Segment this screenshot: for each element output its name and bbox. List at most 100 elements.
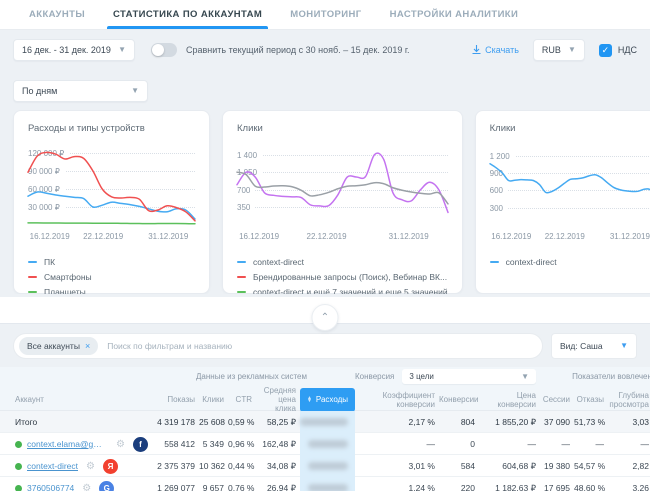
vat-checkbox-group[interactable]: ✓ НДС	[599, 44, 637, 57]
search-input[interactable]: Все аккаунты × Поиск по фильтрам и назва…	[13, 333, 543, 359]
col-header-avg-cpc[interactable]: Средняя цена клика	[256, 386, 300, 414]
table-row: context-direct ⚙ Я 2 375 379 10 362 0,44…	[0, 454, 650, 476]
cell-sessions: 17 695	[540, 483, 574, 491]
x-tick: 31.12.2019	[148, 232, 188, 241]
legend-label: Смартфоны	[44, 272, 92, 282]
download-label: Скачать	[485, 45, 519, 55]
legend-label: context-direct	[253, 257, 304, 267]
legend-marker	[490, 261, 499, 263]
account-link[interactable]: context-direct	[27, 461, 78, 471]
tab-analytics-settings[interactable]: НАСТРОЙКИ АНАЛИТИКИ	[376, 0, 533, 29]
tab-monitoring[interactable]: МОНИТОРИНГ	[276, 0, 375, 29]
cell-clicks: 10 362	[199, 461, 228, 471]
cell-cpc: 26,94 ₽	[256, 483, 300, 491]
x-tick: 22.12.2019	[307, 232, 347, 241]
col-header-clicks[interactable]: Клики	[199, 395, 228, 404]
compare-period-label: Сравнить текущий период с 30 нояб. – 15 …	[186, 45, 410, 55]
compare-period-toggle[interactable]	[151, 43, 177, 57]
legend-marker	[28, 261, 37, 263]
table-row: context.elama@gmail.com ⚙ f 558 412 5 34…	[0, 432, 650, 454]
sort-icon: ▲▼	[307, 397, 312, 403]
gear-icon[interactable]: ⚙	[116, 439, 125, 450]
chart-title: Клики	[237, 123, 448, 134]
legend-item[interactable]: context-direct и ещё 7 значений и еще 5 …	[237, 284, 448, 294]
gear-icon[interactable]: ⚙	[86, 461, 95, 472]
cell-impressions: 2 375 379	[148, 461, 199, 471]
status-dot	[15, 463, 22, 470]
goal-select-value: 3 цели	[409, 372, 433, 381]
collapse-charts-button[interactable]: ⌃	[312, 304, 339, 331]
col-header-sessions[interactable]: Сессии	[540, 395, 574, 404]
remove-filter-icon[interactable]: ×	[85, 341, 90, 351]
totals-conversions: 804	[439, 417, 479, 427]
col-header-account[interactable]: Аккаунт	[15, 395, 148, 404]
cell-impressions: 558 412	[148, 439, 199, 449]
col-header-conversions[interactable]: Конверсии	[439, 395, 479, 404]
platform-icon-yandex: Я	[103, 459, 118, 474]
chart-title: Клики	[490, 123, 650, 134]
col-header-impressions[interactable]: Показы	[148, 395, 199, 404]
tab-statistics-by-accounts[interactable]: СТАТИСТИКА ПО АККАУНТАМ	[99, 0, 276, 29]
goal-select[interactable]: 3 цели ▼	[402, 369, 536, 384]
x-tick: 31.12.2019	[610, 232, 650, 241]
chart-title: Расходы и типы устройств	[28, 123, 195, 134]
col-header-ctr[interactable]: CTR	[228, 395, 256, 404]
totals-clicks: 25 608	[199, 417, 228, 427]
col-header-expenses-sorted[interactable]: ▲▼ Расходы	[300, 388, 355, 412]
legend-item[interactable]: Планшеты	[28, 284, 195, 294]
cell-sessions: 19 380	[540, 461, 574, 471]
legend-item[interactable]: context-direct	[490, 254, 650, 269]
cell-conv-cost: 604,68 ₽	[479, 461, 540, 472]
group-by-select[interactable]: По дням ▼	[13, 80, 148, 102]
legend-item[interactable]: ПК	[28, 254, 195, 269]
x-tick: 22.12.2019	[545, 232, 585, 241]
download-icon	[472, 45, 481, 55]
col-header-depth[interactable]: Глубина просмотра	[608, 391, 650, 409]
view-select[interactable]: Вид: Саша ▼	[551, 333, 637, 359]
col-header-conv-cost[interactable]: Цена конверсии	[479, 391, 540, 409]
totals-impressions: 4 319 178	[148, 417, 199, 427]
tab-accounts[interactable]: АККАУНТЫ	[15, 0, 99, 29]
legend-item[interactable]: context-direct	[237, 254, 448, 269]
vat-label: НДС	[618, 45, 637, 55]
cell-cpc: 34,08 ₽	[256, 461, 300, 472]
filter-chip-all-accounts[interactable]: Все аккаунты ×	[19, 337, 98, 355]
date-range-select[interactable]: 16 дек. - 31 дек. 2019 ▼	[13, 39, 135, 61]
totals-cpc: 58,25 ₽	[256, 417, 300, 428]
account-link[interactable]: 3760506774	[27, 483, 74, 491]
col-header-conv-rate[interactable]: Коэффициент конверсии	[355, 391, 439, 409]
legend-item[interactable]: Смартфоны	[28, 269, 195, 284]
cell-ctr: 0,44 %	[228, 461, 256, 471]
cell-conv-rate: —	[355, 439, 439, 449]
toggle-knob	[152, 44, 164, 56]
cell-conversions: 0	[439, 439, 479, 449]
download-button[interactable]: Скачать	[472, 45, 519, 55]
legend-marker	[237, 291, 246, 293]
currency-select[interactable]: RUB ▼	[533, 39, 585, 61]
filter-chip-label: Все аккаунты	[27, 341, 80, 351]
group-conversion: Конверсия	[355, 372, 394, 381]
account-link[interactable]: context.elama@gmail.com	[27, 439, 108, 449]
x-tick: 16.12.2019	[30, 232, 70, 241]
cell-bounce: —	[574, 439, 608, 449]
cell-conv-cost: 1 182,63 ₽	[479, 483, 540, 491]
totals-depth: 3,03	[608, 417, 650, 427]
totals-label: Итого	[15, 417, 148, 427]
date-range-value: 16 дек. - 31 дек. 2019	[22, 45, 111, 55]
cell-conv-rate: 1,24 %	[355, 483, 439, 491]
platform-icon-facebook: f	[133, 437, 148, 452]
totals-conv-rate: 2,17 %	[355, 417, 439, 427]
cell-impressions: 1 269 077	[148, 483, 199, 491]
line-chart-clicks-1: 1 4001 050700350	[237, 147, 448, 225]
cell-depth: 2,82	[608, 461, 650, 471]
totals-bounce: 51,73 %	[574, 417, 608, 427]
platform-icon-google: G	[99, 481, 114, 491]
vat-checkbox[interactable]: ✓	[599, 44, 612, 57]
legend-label: context-direct	[506, 257, 557, 267]
cell-conversions: 220	[439, 483, 479, 491]
gear-icon[interactable]: ⚙	[82, 483, 91, 491]
col-header-bounce[interactable]: Отказы	[574, 395, 608, 404]
legend-item[interactable]: Брендированные запросы (Поиск), Вебинар …	[237, 269, 448, 284]
chevron-down-icon: ▼	[521, 373, 529, 381]
column-group-row: Данные из рекламных систем Конверсия 3 ц…	[0, 367, 650, 386]
